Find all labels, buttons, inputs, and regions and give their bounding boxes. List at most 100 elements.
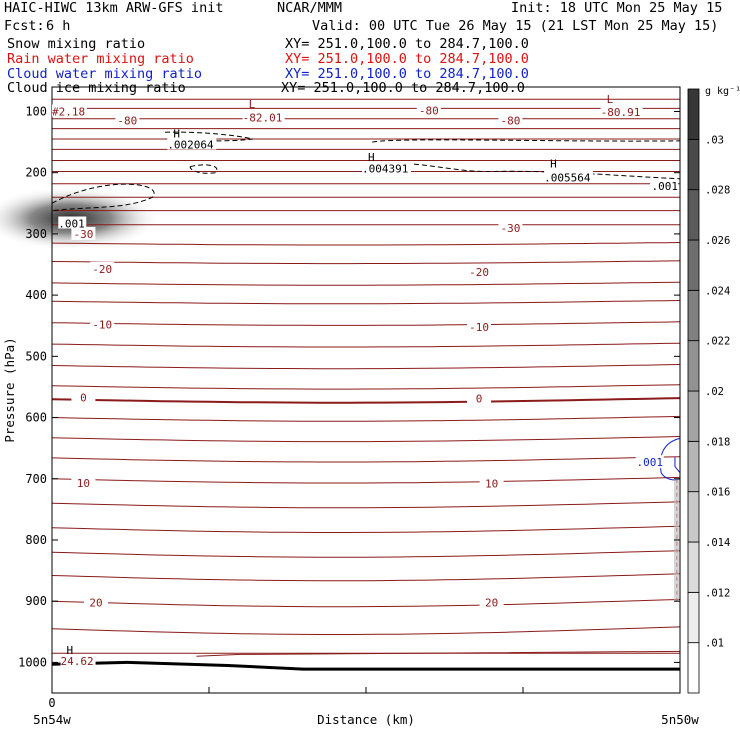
- extremum-symbol: L: [249, 98, 256, 111]
- colorbar-label: .03: [705, 134, 724, 146]
- colorbar-label: .02: [705, 386, 724, 398]
- label-bg: [467, 264, 492, 278]
- colorbar-segment: [687, 88, 700, 140]
- isotherm-label: -80: [501, 115, 521, 128]
- y-tick-label: 900: [25, 594, 47, 608]
- label-bg: [498, 113, 523, 127]
- label-bg: [242, 110, 285, 123]
- y-tick-label: 200: [25, 166, 47, 180]
- colorbar-segment: [687, 189, 700, 241]
- isotherm-line: [51, 281, 681, 286]
- isotherm-line: [51, 397, 681, 404]
- field-name-cloud-water: Cloud water mixing ratio: [7, 66, 203, 82]
- isotherm-line: [51, 626, 681, 635]
- label-bg: [115, 113, 140, 127]
- label-bg: [58, 216, 87, 229]
- cloud-ice-contour: [165, 131, 254, 142]
- label-bg: [479, 476, 504, 490]
- extremum-symbol: L: [607, 93, 614, 106]
- extremum-symbol: H: [67, 644, 74, 657]
- label-bg: [71, 226, 96, 240]
- field-name-rain: Rain water mixing ratio: [7, 51, 194, 67]
- extremum-value: 24.62: [61, 655, 94, 668]
- isotherm-label: 0: [80, 391, 87, 404]
- cloud-water-label: .001: [636, 456, 663, 469]
- cloud-ice-contour: [372, 139, 681, 143]
- colorbar-label: .012: [705, 587, 730, 599]
- isotherm-line: [51, 599, 681, 608]
- y-tick-label: 800: [25, 533, 47, 547]
- label-bg: [52, 104, 87, 117]
- x-sublabel: 5n50w: [661, 712, 699, 727]
- isotherm-label: -80: [419, 104, 439, 117]
- isotherm-line: [51, 364, 681, 370]
- field-xy-snow: XY= 251.0,100.0 to 284.7,100.0: [285, 36, 529, 52]
- isotherm-line: [51, 242, 681, 246]
- cloud-water-contour: [659, 437, 681, 481]
- isotherm-line: [51, 573, 681, 582]
- colorbar-segment: [687, 491, 700, 543]
- header-org: NCAR/MMM: [277, 0, 343, 16]
- terrain-surface: [51, 660, 680, 671]
- extremum-value: .005564: [544, 172, 591, 185]
- isotherm-label: 10: [485, 478, 498, 491]
- colorbar-label: .014: [705, 537, 730, 549]
- isotherm-label: 0: [476, 393, 483, 406]
- isotherm-line: [51, 342, 681, 348]
- colorbar-label: .018: [705, 436, 730, 448]
- colorbar-segment: [687, 541, 700, 593]
- isotherm-line: [51, 384, 681, 390]
- colorbar-segment: [687, 440, 700, 493]
- isotherm-label: -80: [117, 115, 137, 128]
- isotherm-label: 10: [77, 477, 90, 490]
- isotherm-label: -10: [92, 319, 112, 332]
- label-bg: [467, 391, 492, 405]
- label-bg: [467, 319, 492, 333]
- label-bg: [479, 595, 504, 609]
- x-sublabel: 5n54w: [33, 712, 71, 727]
- extremum-symbol: H: [550, 158, 557, 171]
- label-bg: [650, 179, 678, 192]
- colorbar-label: .022: [705, 336, 730, 348]
- label-bg: [83, 595, 108, 609]
- label-bg: [416, 103, 441, 117]
- isotherm-line: [51, 550, 681, 558]
- colorbar-label: .026: [705, 235, 730, 247]
- extremum-value: .001: [58, 218, 85, 231]
- y-tick-label: 400: [25, 288, 47, 302]
- isotherm-line: [51, 321, 681, 326]
- isotherm-line: [51, 260, 681, 265]
- colorbar-label: .01: [705, 638, 724, 650]
- header-valid: Valid: 00 UTC Tue 26 May 15 (21 LST Mon …: [312, 18, 719, 34]
- y-tick-label: 600: [25, 411, 47, 425]
- isotherm-line: [51, 436, 681, 443]
- label-bg: [544, 170, 594, 183]
- header-fcst-value: 6 h: [46, 18, 71, 34]
- cloud-ice-contour: [189, 164, 218, 174]
- label-bg: [362, 161, 411, 174]
- colorbar-segment: [687, 340, 700, 392]
- cloud-ice-contour: [365, 162, 681, 180]
- extremum-value: .004391: [362, 162, 408, 175]
- field-name-cloud-ice: Cloud ice mixing ratio: [7, 80, 186, 96]
- header-init: Init: 18 UTC Mon 25 May 15: [511, 0, 723, 16]
- extremum-symbol: H: [173, 128, 180, 141]
- extremum-value: -80.91: [601, 106, 641, 119]
- field-xy-cloud-ice: XY= 251.0,100.0 to 284.7,100.0: [281, 80, 525, 96]
- y-tick-label: 500: [25, 349, 47, 363]
- y-tick-label: 1000: [18, 655, 47, 669]
- label-bg: [498, 220, 523, 234]
- header-fcst-label: Fcst:: [4, 18, 45, 34]
- colorbar-segment: [687, 390, 700, 442]
- cloud-ice-contour: [51, 183, 155, 212]
- cloud-water-contour: [674, 457, 681, 473]
- isotherm-label: 20: [89, 596, 102, 609]
- label-bg: [60, 654, 96, 667]
- isotherm-line: [51, 501, 681, 509]
- isotherm-label: -10: [469, 321, 489, 334]
- isotherm-line: [51, 415, 681, 422]
- y-tick-label: 100: [25, 104, 47, 118]
- colorbar-segment: [687, 138, 700, 191]
- extremum-symbol: H: [368, 151, 375, 164]
- label-bg: [71, 390, 96, 404]
